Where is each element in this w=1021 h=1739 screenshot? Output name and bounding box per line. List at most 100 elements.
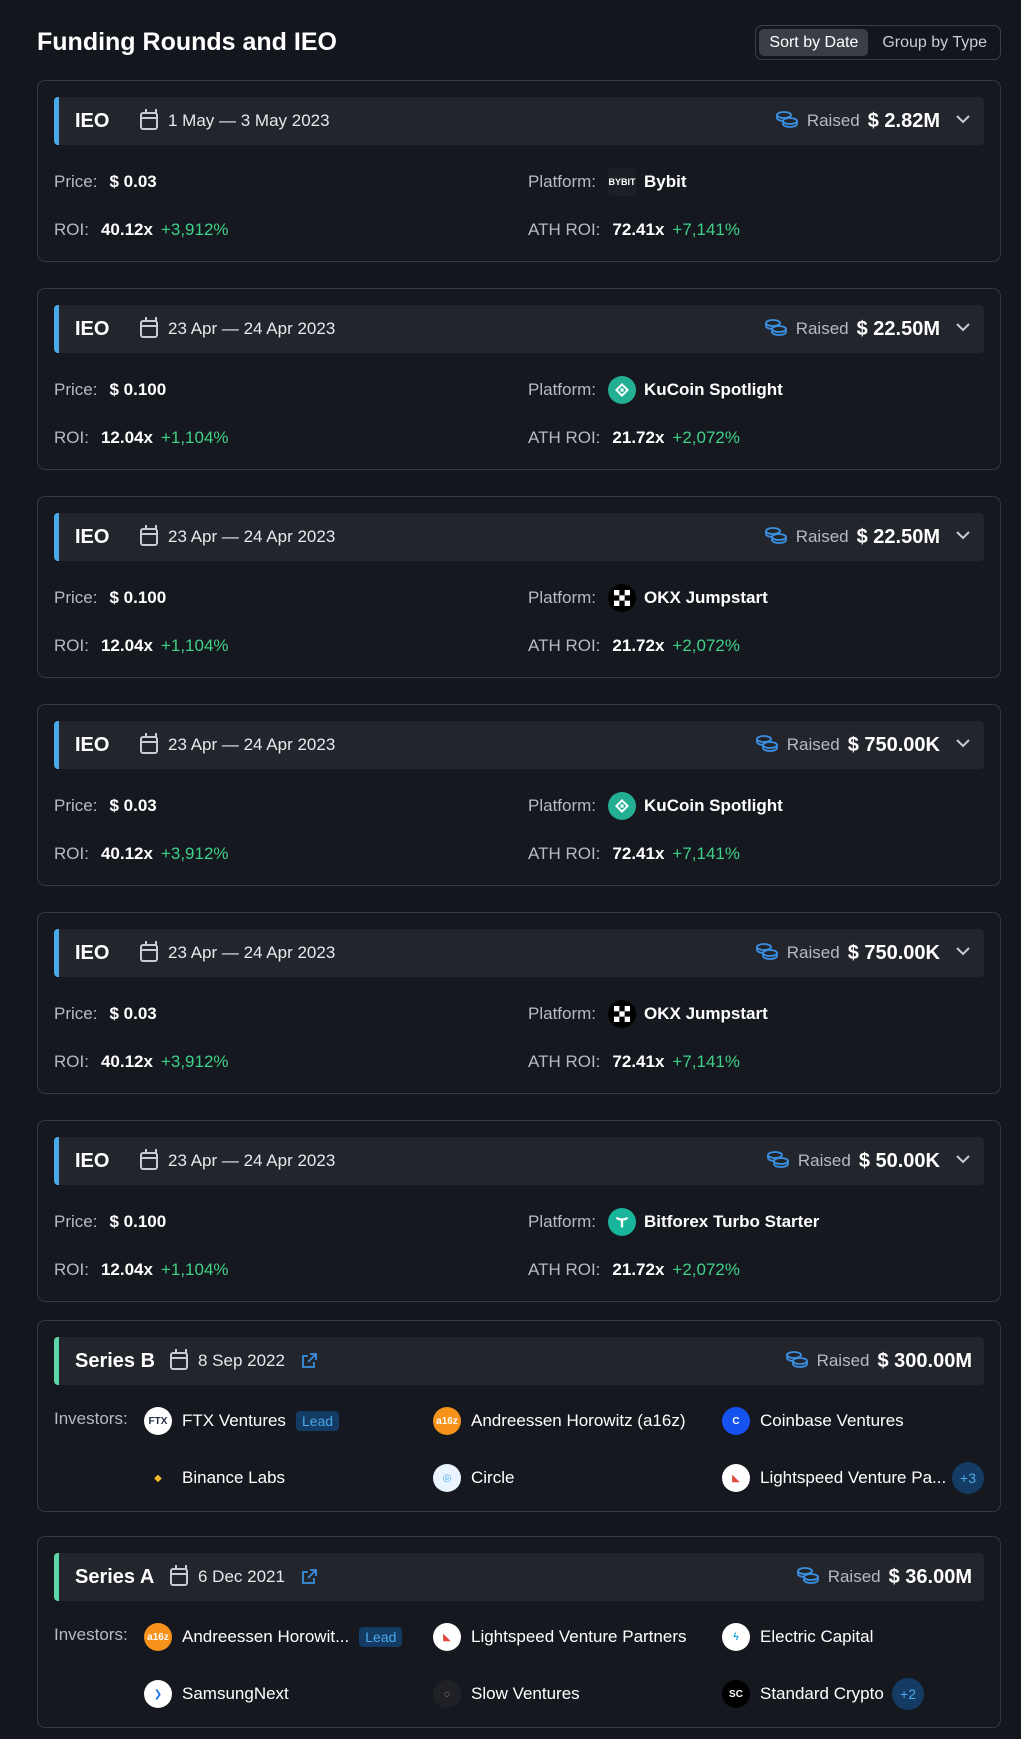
price-value: $ 0.03 [109,172,157,191]
standard-crypto-icon: SC [722,1680,750,1708]
raised-amount: Raised $ 2.82M [775,97,972,145]
lightspeed-icon: ◣ [722,1464,750,1492]
chevron-down-icon[interactable] [948,942,972,965]
more-investors-button[interactable]: +2 [892,1678,924,1710]
raised-label: Raised [795,319,849,338]
investor-item[interactable]: ϟ Electric Capital [722,1621,873,1653]
platform-name[interactable]: KuCoin Spotlight [644,796,783,815]
investor-item[interactable]: ❯ SamsungNext [144,1678,289,1710]
roi-value: 12.04x [100,1260,153,1279]
a16z-icon: a16z [433,1407,461,1435]
coins-icon [785,1349,809,1374]
chevron-down-icon[interactable] [948,318,972,341]
sort-toggle: Sort by Date Group by Type [755,25,1001,60]
coins-icon [755,941,779,966]
round-accent [54,97,59,145]
round-header[interactable]: IEO 1 May — 3 May 2023 Raised $ 2.82M [54,97,984,145]
investor-name: Lightspeed Venture Pa... [760,1468,947,1487]
ath-roi-row: ATH ROI: 21.72x +2,072% [528,631,740,661]
chevron-down-icon[interactable] [948,734,972,757]
calendar-icon [170,1349,188,1370]
price-label: Price: [54,380,98,399]
investor-item[interactable]: ◣ Lightspeed Venture Partners [433,1621,686,1653]
roi-label: ROI: [54,1260,89,1279]
raised-label: Raised [806,111,860,130]
roi-row: ROI: 12.04x +1,104% [54,631,229,661]
raised-value: $ 22.50M [856,525,940,548]
roi-value: 40.12x [100,220,153,239]
lead-badge: Lead [295,1411,340,1431]
investor-item[interactable]: SC Standard Crypto [722,1678,884,1710]
page-title: Funding Rounds and IEO [37,28,337,56]
platform-name[interactable]: KuCoin Spotlight [644,380,783,399]
investor-item[interactable]: ◎ Circle [433,1462,514,1494]
roi-value: 40.12x [100,1052,153,1071]
price-label: Price: [54,588,98,607]
roi-row: ROI: 40.12x +3,912% [54,839,229,869]
price-value: $ 0.100 [109,588,167,607]
investor-item[interactable]: C Coinbase Ventures [722,1405,904,1437]
round-header[interactable]: IEO 23 Apr — 24 Apr 2023 Raised $ 750.00K [54,721,984,769]
calendar-icon [140,317,158,338]
platform-name[interactable]: OKX Jumpstart [644,588,768,607]
platform-label: Platform: [528,796,597,815]
raised-label: Raised [797,1151,851,1170]
chevron-down-icon[interactable] [948,526,972,549]
round-header[interactable]: IEO 23 Apr — 24 Apr 2023 Raised $ 750.00K [54,929,984,977]
price-label: Price: [54,1212,98,1231]
ath-roi-percent: +7,141% [672,220,741,239]
coinbase-icon: C [722,1407,750,1435]
investors-label: Investors: [54,1625,128,1644]
round-header[interactable]: IEO 23 Apr — 24 Apr 2023 Raised $ 50.00K [54,1137,984,1185]
chevron-down-icon[interactable] [948,110,972,133]
investor-item[interactable]: ◌ Slow Ventures [433,1678,580,1710]
investor-item[interactable]: ◣ Lightspeed Venture Pa... [722,1462,946,1494]
round-type: IEO [75,942,110,964]
price-value: $ 0.03 [109,1004,157,1023]
external-link-icon[interactable] [301,1353,317,1369]
roi-row: ROI: 40.12x +3,912% [54,215,229,245]
ath-roi-percent: +7,141% [672,1052,741,1071]
investor-name: Andreessen Horowitz (a16z) [471,1411,686,1430]
ath-roi-label: ATH ROI: [528,844,601,863]
platform-name[interactable]: Bitforex Turbo Starter [644,1212,820,1231]
external-link-icon[interactable] [301,1569,317,1585]
price-value: $ 0.03 [109,796,157,815]
raised-amount: Raised $ 22.50M [764,513,972,561]
round-header[interactable]: IEO 23 Apr — 24 Apr 2023 Raised $ 22.50M [54,513,984,561]
kucoin-icon [608,792,637,820]
price-row: Price: $ 0.100 [54,1207,166,1237]
roi-row: ROI: 12.04x +1,104% [54,423,229,453]
platform-row: Platform: KuCoin Spotlight [528,791,783,821]
price-row: Price: $ 0.03 [54,791,157,821]
round-type: Series B [75,1350,156,1372]
investor-item[interactable]: a16z Andreessen Horowit... Lead [144,1621,403,1653]
investor-item[interactable]: ◆ Binance Labs [144,1462,285,1494]
group-by-type-button[interactable]: Group by Type [882,34,987,51]
investor-item[interactable]: FTX FTX Ventures Lead [144,1405,340,1437]
ieo-round-card: IEO 23 Apr — 24 Apr 2023 Raised $ 50.00K Pri… [37,1120,1001,1302]
roi-percent: +3,912% [160,844,229,863]
chevron-down-icon[interactable] [948,1150,972,1173]
raised-amount: Raised $ 50.00K [766,1137,972,1185]
calendar-icon [170,1565,188,1586]
roi-percent: +1,104% [160,636,229,655]
slow-ventures-icon: ◌ [433,1680,461,1708]
round-header[interactable]: IEO 23 Apr — 24 Apr 2023 Raised $ 22.50M [54,305,984,353]
more-investors-button[interactable]: +3 [952,1462,984,1494]
platform-name[interactable]: OKX Jumpstart [644,1004,768,1023]
raised-amount: Raised $ 22.50M [764,305,972,353]
investor-name: Binance Labs [182,1468,286,1487]
roi-percent: +1,104% [160,428,229,447]
ath-roi-row: ATH ROI: 21.72x +2,072% [528,1255,740,1285]
binance-icon: ◆ [144,1464,172,1492]
investor-item[interactable]: a16z Andreessen Horowitz (a16z) [433,1405,685,1437]
coins-icon [764,317,788,342]
roi-row: ROI: 12.04x +1,104% [54,1255,229,1285]
round-accent [54,1137,59,1185]
sort-by-date-button[interactable]: Sort by Date [759,29,869,56]
platform-name[interactable]: Bybit [644,172,687,191]
ath-roi-value: 72.41x [612,1052,665,1071]
raised-label: Raised [786,735,840,754]
investor-name: Andreessen Horowit... [182,1627,350,1646]
